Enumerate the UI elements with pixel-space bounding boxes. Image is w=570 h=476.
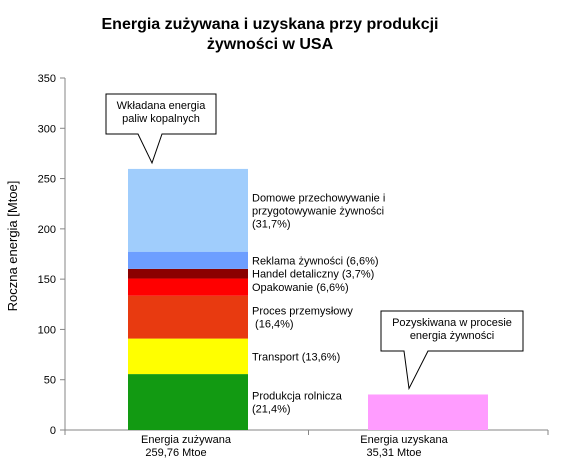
segment-label-line: Proces przemysłowy: [252, 306, 353, 318]
segment-label-line: Handel detaliczny (3,7%): [252, 269, 374, 281]
y-tick-label: 250: [38, 174, 56, 186]
y-tick-label: 200: [38, 224, 56, 236]
bar-segment: [128, 338, 248, 375]
segment-label-line: (16,4%): [252, 319, 294, 331]
segment-label: Proces przemysłowy (16,4%): [252, 306, 353, 331]
category-label: Energia uzyskana: [360, 434, 448, 446]
y-tick-label: 0: [50, 425, 56, 437]
callout-text-line: paliw kopalnych: [122, 113, 200, 125]
y-axis-label: Roczna energia [Mtoe]: [5, 181, 20, 312]
category-value-label: 35,31 Mtoe: [366, 447, 421, 459]
chart-title-line2: żywności w USA: [206, 36, 334, 53]
callout-text-line: Pozyskiwana w procesie: [392, 317, 512, 329]
segment-label-line: (21,4%): [252, 404, 291, 416]
y-tick-label: 150: [38, 274, 56, 286]
y-tick-label: 50: [44, 375, 56, 387]
callout-text-line: energia żywności: [410, 330, 494, 342]
category-value-label: 259,76 Mtoe: [145, 447, 206, 459]
category-label: Energia zużywana: [141, 434, 232, 446]
segment-label: Transport (13,6%): [252, 351, 340, 363]
bar-segment: [128, 168, 248, 252]
segment-label-line: (31,7%): [252, 218, 291, 230]
callout-box: [105, 93, 217, 165]
bar-segment: [128, 374, 248, 430]
y-tick-label: 100: [38, 324, 56, 336]
y-tick-label: 350: [38, 73, 56, 85]
segment-label-line: przygotowywanie żywności: [252, 205, 384, 217]
segment-label-line: Produkcja rolnicza: [252, 391, 343, 403]
segment-label: Handel detaliczny (3,7%): [252, 269, 374, 281]
bar-segment: [128, 251, 248, 269]
bar-segment: [128, 295, 248, 339]
segment-label-line: Transport (13,6%): [252, 351, 340, 363]
segment-label: Domowe przechowywanie i przygotowywanie ż…: [252, 192, 385, 230]
segment-label: Produkcja rolnicza (21,4%): [252, 391, 343, 416]
chart-title-line1: Energia zużywana i uzyskana przy produkc…: [101, 16, 439, 33]
segment-label: Opakowanie (6,6%): [252, 282, 349, 294]
bar-segment: [368, 394, 488, 430]
segment-label-line: Opakowanie (6,6%): [252, 282, 349, 294]
bar-segment: [128, 268, 248, 279]
callout-box: [380, 310, 524, 391]
segment-label-line: Domowe przechowywanie i: [252, 192, 385, 204]
segment-label: Reklama żywności (6,6%): [252, 255, 379, 267]
y-tick-label: 300: [38, 123, 56, 135]
bar-segment: [128, 278, 248, 296]
callout-text-line: Wkładana energia: [117, 100, 207, 112]
segment-label-line: Reklama żywności (6,6%): [252, 255, 379, 267]
